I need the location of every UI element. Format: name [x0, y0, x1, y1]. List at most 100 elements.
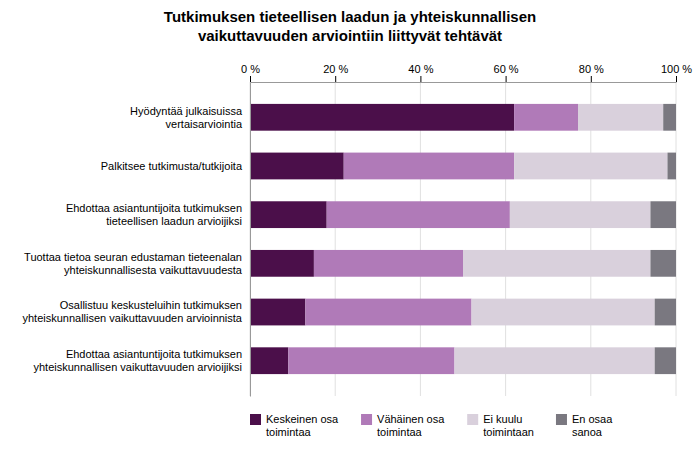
y-tick-label-line: Palkitsee tutkimusta/tutkijoita [101, 160, 243, 172]
legend-label: Vähäinen osatoimintaa [377, 413, 445, 438]
title-line: Tutkimuksen tieteellisen laadun ja yhtei… [164, 8, 536, 25]
x-tick: 40 % [408, 63, 433, 82]
legend-item: Keskeinen osatoimintaa [250, 413, 339, 438]
x-tick-mark [676, 76, 677, 82]
bar [578, 104, 663, 131]
legend-swatch [361, 414, 372, 425]
bar [454, 347, 654, 374]
x-tick-mark [420, 76, 421, 82]
legend-swatch [467, 414, 478, 425]
grid [250, 82, 676, 396]
series [288, 104, 578, 374]
legend-label-line: toimintaa [266, 426, 312, 438]
bar [655, 347, 676, 374]
y-tick-label-line: Ehdottaa asiantuntijoita tutkimuksen [66, 348, 242, 360]
x-axis: 0 % 20 % 40 % 60 % 80 % 100 % [241, 63, 692, 83]
y-tick-label-line: yhteiskunnallisesta vaikuttavuudesta [64, 264, 243, 276]
y-tick-label-line: Tuottaa tietoa seuran edustaman tieteena… [24, 251, 242, 263]
legend-label-line: Ei kuulu [483, 413, 522, 425]
y-tick-label: Ehdottaa asiantuntijoita tutkimuksentiet… [66, 202, 242, 227]
x-tick-label: 60 % [494, 63, 519, 75]
y-tick-label-line: Ehdottaa asiantuntijoita tutkimuksen [66, 202, 242, 214]
bar [663, 104, 676, 131]
y-tick: Ehdottaa asiantuntijoita tutkimuksenyhte… [33, 348, 250, 373]
y-tick-label: Hyödyntää julkaisuissavertaisarviointia [130, 105, 243, 130]
y-axis-line [250, 83, 251, 397]
legend-label-line: Keskeinen osa [266, 413, 339, 425]
y-tick: Ehdottaa asiantuntijoita tutkimuksentiet… [66, 202, 250, 227]
x-tick: 20 % [323, 63, 348, 82]
y-axis: Hyödyntää julkaisuissavertaisarviointia P… [22, 83, 250, 397]
x-tick-mark [335, 76, 336, 82]
x-tick: 0 % [241, 63, 260, 82]
bar [514, 104, 578, 131]
legend-item: Vähäinen osatoimintaa [361, 413, 445, 438]
bar [250, 299, 305, 326]
grid-line [250, 82, 251, 396]
legend-label-line: En osaa [572, 413, 613, 425]
bar [655, 299, 676, 326]
bar [667, 153, 676, 180]
y-tick: Tuottaa tietoa seuran edustaman tieteena… [24, 251, 250, 276]
y-tick-label: Palkitsee tutkimusta/tutkijoita [101, 160, 243, 172]
bar [314, 250, 463, 277]
y-tick: Palkitsee tutkimusta/tutkijoita [101, 160, 250, 172]
plot: 0 % 20 % 40 % 60 % 80 % 100 % Hyödyntää julkai… [22, 63, 692, 397]
y-tick-label-line: tieteellisen laadun arvioijiksi [106, 215, 242, 227]
y-tick-label: Osallistuu keskusteluihin tutkimuksenyht… [22, 299, 242, 324]
bar [250, 104, 514, 131]
series [454, 104, 667, 374]
bar [305, 299, 471, 326]
x-tick-label: 40 % [408, 63, 433, 75]
y-tick-label-line: vertaisarviointia [166, 118, 243, 130]
y-tick: Hyödyntää julkaisuissavertaisarviointia [130, 105, 250, 130]
x-tick-label: 20 % [323, 63, 348, 75]
x-tick-mark [591, 76, 592, 82]
bar [472, 299, 655, 326]
x-tick-label: 100 % [661, 63, 692, 75]
bar [650, 201, 676, 228]
legend-label-line: sanoa [572, 426, 603, 438]
x-tick-label: 80 % [579, 63, 604, 75]
x-tick-mark [506, 76, 507, 82]
legend: Keskeinen osatoimintaaVähäinen osatoimin… [250, 413, 613, 438]
y-tick: Osallistuu keskusteluihin tutkimuksenyht… [22, 299, 250, 324]
bar [514, 153, 667, 180]
x-tick-label: 0 % [241, 63, 260, 75]
bar [650, 250, 676, 277]
bar [510, 201, 651, 228]
y-tick-label-line: yhteiskunnallisen vaikuttavuuden arvioin… [22, 312, 242, 324]
x-tick: 60 % [494, 63, 519, 82]
legend-item: En osaasanoa [556, 413, 613, 438]
legend-label-line: toimintaan [483, 426, 534, 438]
title: Tutkimuksen tieteellisen laadun ja yhtei… [164, 8, 536, 44]
bar [288, 347, 454, 374]
y-tick-label-line: Hyödyntää julkaisuissa [130, 105, 243, 117]
x-tick: 100 % [661, 63, 692, 82]
y-tick-label-line: Osallistuu keskusteluihin tutkimuksen [60, 299, 242, 311]
bar [344, 153, 514, 180]
series [250, 104, 514, 374]
title-line: vaikuttavuuden arviointiin liittyvät teh… [198, 27, 502, 44]
legend-label: Keskeinen osatoimintaa [266, 413, 339, 438]
x-tick-mark [250, 76, 251, 82]
legend-swatch [556, 414, 567, 425]
y-tick-label-line: yhteiskunnallisen vaikuttavuuden arvioij… [33, 361, 242, 373]
bar [250, 250, 314, 277]
bars [250, 104, 676, 374]
x-tick: 80 % [579, 63, 604, 82]
y-tick-label: Ehdottaa asiantuntijoita tutkimuksenyhte… [33, 348, 242, 373]
bar [250, 201, 327, 228]
y-tick-label: Tuottaa tietoa seuran edustaman tieteena… [24, 251, 243, 276]
bar [327, 201, 510, 228]
x-axis-line [251, 82, 677, 83]
legend-item: Ei kuulutoimintaan [467, 413, 534, 438]
bar [250, 153, 344, 180]
legend-label-line: Vähäinen osa [377, 413, 445, 425]
legend-label: En osaasanoa [572, 413, 613, 438]
legend-label-line: toimintaa [377, 426, 423, 438]
bar [463, 250, 650, 277]
legend-swatch [250, 414, 261, 425]
series [650, 104, 676, 374]
chart: Tutkimuksen tieteellisen laadun ja yhtei… [0, 0, 700, 454]
